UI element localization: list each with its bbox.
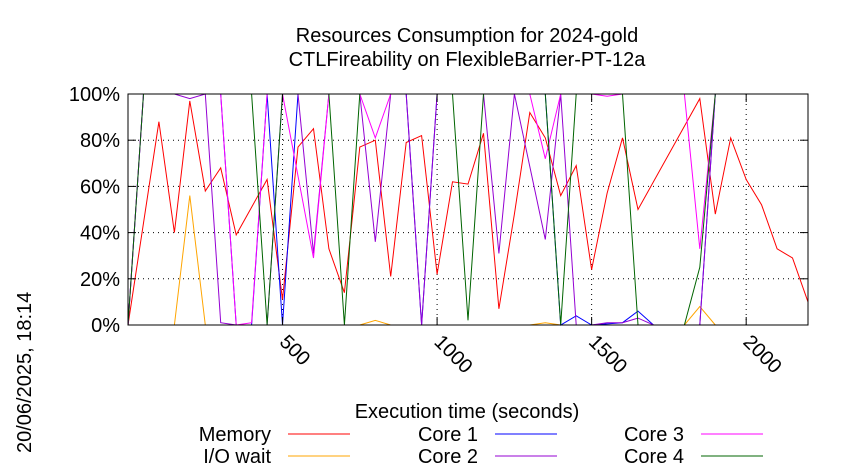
x-axis: 500 1000 1500 2000 [275,94,786,378]
y-tick-label: 0% [91,315,120,337]
legend-label-core-3: Core 3 [624,424,684,446]
legend-label-core-1: Core 1 [418,424,478,446]
legend-label-i-o-wait: I/O wait [203,446,271,468]
y-tick-label: 20% [80,269,120,291]
y-axis: 0% 20% 40% 60% 80% 100% [69,84,808,337]
x-tick-label: 1000 [430,331,477,378]
series-line-memory [127,97,809,326]
timestamp-label: 20/06/2025, 18:14 [14,292,36,453]
y-tick-label: 40% [80,223,120,245]
chart-title: Resources Consumption for 2024-gold [296,25,638,47]
y-tick-label: 100% [69,84,120,106]
y-tick-label: 60% [80,176,120,198]
x-tick-label: 1500 [584,331,631,378]
y-tick-label: 80% [80,130,120,152]
legend-label-core-2: Core 2 [418,446,478,468]
legend-label-core-4: Core 4 [624,446,684,468]
x-tick-label: 2000 [739,331,786,378]
grid [128,94,808,325]
plot-frame [127,93,809,326]
legend-label-memory: Memory [199,424,271,446]
x-axis-label: Execution time (seconds) [355,401,580,423]
chart-subtitle: CTLFireability on FlexibleBarrier-PT-12a [289,49,647,71]
x-tick-label: 500 [275,331,314,370]
series-layer [127,93,809,326]
series-line-core-2 [127,93,808,326]
